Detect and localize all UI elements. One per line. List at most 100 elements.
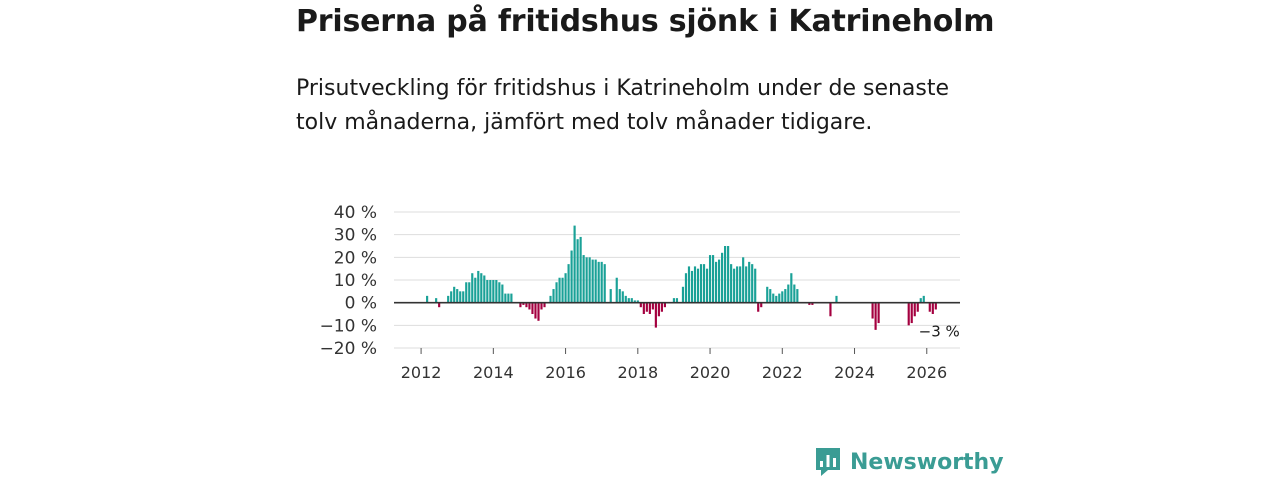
- bar: [543, 302, 546, 308]
- x-tick-label: 2020: [690, 363, 731, 382]
- x-tick-label: 2024: [834, 363, 875, 382]
- bar: [597, 261, 600, 303]
- bar: [600, 261, 603, 303]
- bar: [630, 298, 633, 303]
- bar: [693, 266, 697, 303]
- bar: [760, 302, 763, 308]
- bar: [727, 246, 730, 303]
- bar: [811, 302, 814, 305]
- bar: [522, 302, 525, 305]
- bar: [627, 298, 630, 303]
- bar: [687, 266, 691, 303]
- bar: [531, 302, 534, 314]
- latest-value-label: −3 %: [919, 322, 960, 340]
- bar: [564, 273, 567, 303]
- bar: [618, 289, 621, 303]
- bar: [582, 255, 585, 303]
- bar: [570, 250, 573, 303]
- bar: [711, 255, 715, 303]
- bar: [453, 286, 456, 303]
- bar: [498, 282, 501, 303]
- bar: [916, 302, 919, 312]
- y-tick-label: −10 %: [320, 316, 377, 336]
- bar: [745, 266, 748, 303]
- chart-subtitle: Prisutveckling för fritidshus i Katrineh…: [296, 76, 950, 135]
- bar: [829, 302, 832, 317]
- y-tick-label: 0 %: [345, 294, 377, 314]
- bar: [555, 282, 558, 303]
- labels: 40 % 30 %20 % 10 % 0 %−10 % −20 % 2012 2014 201…: [320, 203, 960, 382]
- bar: [675, 298, 679, 303]
- bar: [754, 268, 757, 303]
- bar: [492, 280, 495, 303]
- bar: [495, 280, 498, 303]
- bar: [721, 252, 724, 303]
- bar: [447, 295, 450, 303]
- bar: [510, 293, 513, 303]
- y-tick-label: 40 %: [334, 203, 377, 223]
- bar: [486, 280, 489, 303]
- bar: [603, 264, 606, 303]
- brand: Newsworthy: [814, 446, 1004, 478]
- bar: [525, 302, 528, 308]
- bar: [778, 293, 781, 303]
- bar: [871, 302, 874, 319]
- bar: [742, 257, 745, 303]
- bar: [609, 289, 612, 303]
- axes: [394, 301, 960, 354]
- bar: [654, 302, 657, 328]
- bar: [699, 264, 703, 303]
- bar: [621, 291, 624, 303]
- bar: [651, 302, 654, 310]
- bar: [450, 291, 453, 303]
- bar: [480, 273, 483, 303]
- bar: [642, 302, 645, 314]
- bar: [928, 302, 931, 312]
- bar: [501, 284, 504, 303]
- bar: [775, 295, 778, 303]
- bar: [796, 289, 799, 303]
- bar: [877, 302, 880, 324]
- bar: [552, 289, 555, 303]
- bar: [537, 302, 540, 321]
- bar: [456, 289, 459, 303]
- bar: [489, 280, 492, 303]
- bar: [907, 302, 910, 326]
- bar: [435, 298, 438, 303]
- bar: [561, 277, 564, 303]
- x-tick-label: 2018: [617, 363, 658, 382]
- bar: [708, 255, 712, 303]
- bar: [781, 291, 784, 303]
- bars: [426, 225, 937, 330]
- bar: [736, 266, 739, 303]
- bar: [507, 293, 510, 303]
- bar: [567, 264, 570, 303]
- bar: [645, 302, 648, 312]
- bar: [558, 277, 561, 303]
- bar: [465, 282, 468, 303]
- bar: [636, 300, 639, 303]
- bar: [585, 257, 588, 303]
- bar: [702, 264, 706, 303]
- bar: [922, 295, 925, 303]
- bar: [910, 302, 913, 324]
- bar: [474, 277, 477, 303]
- brand-name: Newsworthy: [850, 449, 1004, 475]
- bar: [684, 273, 688, 303]
- bar: [757, 302, 760, 312]
- bar: [657, 302, 660, 317]
- bar: [591, 259, 594, 303]
- bar: [477, 270, 480, 303]
- x-tick-label: 2022: [762, 363, 803, 382]
- bar: [468, 282, 471, 303]
- y-tick-label: 20 %: [334, 248, 377, 268]
- bar: [615, 277, 618, 303]
- bar: [724, 246, 727, 303]
- bar: [663, 302, 666, 308]
- bar: [639, 302, 642, 308]
- bar: [808, 302, 811, 305]
- bar: [528, 302, 531, 310]
- bar: [534, 302, 537, 319]
- bar: [462, 291, 465, 303]
- bar: [714, 261, 718, 303]
